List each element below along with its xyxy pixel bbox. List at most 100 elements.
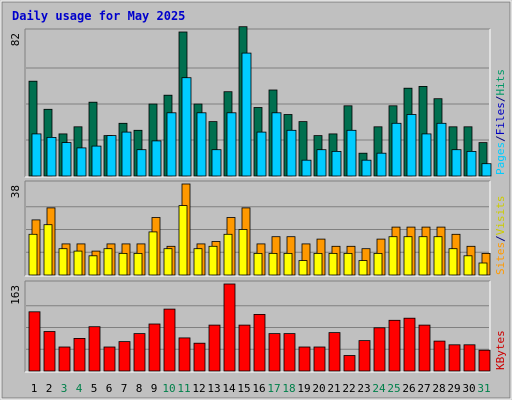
bar-pages [271, 112, 282, 177]
legend-entry: Files [494, 102, 507, 135]
x-tick-label: 26 [402, 382, 415, 395]
bar-sites [328, 252, 338, 276]
bar-sites [463, 255, 473, 276]
legend-middle: Sites/Visits [494, 196, 507, 276]
legend-entry: Hits [494, 69, 507, 96]
bar-sites [133, 252, 143, 276]
bar-kbytes [88, 326, 101, 372]
bar-kbytes [418, 324, 431, 372]
legend-bottom: KBytes [494, 330, 507, 370]
legend-top: Pages/Files/Hits [494, 69, 507, 175]
x-tick-label: 8 [136, 382, 143, 395]
x-tick-label: 21 [327, 382, 340, 395]
bar-pages [31, 133, 42, 177]
bar-sites [478, 262, 488, 276]
bar-sites [403, 236, 413, 276]
bar-pages [211, 149, 222, 177]
bar-kbytes [73, 337, 86, 372]
bar-kbytes [298, 346, 311, 372]
bar-sites [433, 236, 443, 276]
bar-kbytes [103, 346, 116, 372]
bar-pages [286, 129, 297, 177]
legend-entry: Sites [494, 242, 507, 275]
bar-pages [256, 131, 267, 177]
bar-sites [358, 260, 368, 276]
bar-pages [451, 149, 462, 177]
panel-middle: 38 [9, 180, 491, 277]
chart-title: Daily usage for May 2025 [12, 9, 185, 23]
bar-kbytes [193, 342, 206, 372]
x-tick-label: 24 [372, 382, 386, 395]
bar-pages [61, 142, 72, 177]
bar-kbytes [328, 332, 341, 372]
bar-pages [76, 147, 87, 177]
bar-sites [163, 248, 173, 276]
legend-entry: Pages [494, 142, 507, 175]
panel-top: 82 [9, 26, 492, 178]
bar-sites [103, 248, 113, 276]
bar-kbytes [358, 340, 371, 372]
bar-pages [361, 159, 372, 177]
x-tick-label: 13 [207, 382, 220, 395]
x-tick-label: 14 [222, 382, 236, 395]
x-tick-label: 28 [432, 382, 445, 395]
x-tick-label: 2 [46, 382, 53, 395]
x-tick-label: 30 [462, 382, 475, 395]
bar-pages [121, 131, 132, 177]
bar-sites [148, 231, 158, 276]
bar-kbytes [43, 331, 56, 372]
y-max-label: 38 [9, 185, 22, 198]
bar-sites [388, 236, 398, 276]
bar-sites [208, 245, 218, 276]
bar-kbytes [58, 346, 71, 372]
x-tick-label: 19 [297, 382, 310, 395]
bar-sites [223, 233, 233, 276]
bar-pages [421, 133, 432, 177]
bar-sites [343, 252, 353, 276]
bar-pages [241, 52, 252, 177]
bar-sites [28, 233, 38, 276]
bar-sites [193, 248, 203, 276]
bar-sites [268, 252, 278, 276]
bar-pages [331, 150, 342, 177]
legend-entry: KBytes [494, 330, 507, 370]
legend-entry: / [494, 135, 507, 142]
bar-kbytes [313, 346, 326, 372]
bar-pages [91, 145, 102, 177]
bar-sites [73, 250, 83, 276]
bar-kbytes [178, 337, 191, 372]
x-tick-label: 20 [312, 382, 325, 395]
x-tick-label: 18 [282, 382, 295, 395]
bar-kbytes [163, 308, 176, 372]
bar-kbytes [268, 333, 281, 372]
bar-sites [58, 248, 68, 276]
x-tick-label: 23 [357, 382, 370, 395]
x-tick-label: 12 [192, 382, 205, 395]
y-max-label: 163 [9, 285, 22, 305]
legend-entry: / [494, 235, 507, 242]
bar-kbytes [208, 324, 221, 372]
bar-sites [313, 252, 323, 276]
bar-pages [346, 129, 357, 177]
bar-kbytes [238, 324, 251, 372]
bar-kbytes [433, 340, 446, 372]
bar-sites [43, 224, 53, 276]
bar-kbytes [478, 349, 491, 372]
bar-sites [118, 252, 128, 276]
legend-entry: Visits [494, 196, 507, 236]
x-tick-label: 15 [237, 382, 250, 395]
bar-pages [301, 159, 312, 177]
bar-sites [373, 252, 383, 276]
bar-sites [448, 248, 458, 276]
x-tick-label: 6 [106, 382, 113, 395]
bar-sites [418, 236, 428, 276]
bar-kbytes [28, 311, 41, 372]
bar-pages [46, 136, 57, 177]
x-tick-label: 5 [91, 382, 98, 395]
bar-sites [178, 205, 188, 276]
bar-pages [436, 122, 447, 177]
y-max-label: 82 [9, 33, 22, 46]
